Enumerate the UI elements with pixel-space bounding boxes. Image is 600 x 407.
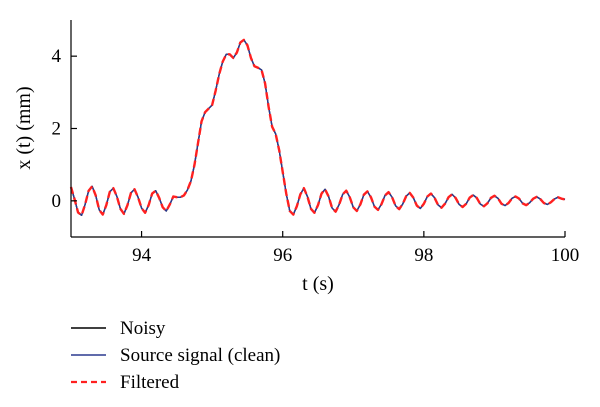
series-line-source-signal-clean [70,39,566,217]
legend: Noisy Source signal (clean) Filtered [71,318,280,393]
legend-label-source-signal: Source signal (clean) [120,345,280,366]
ticks: 94 96 98 100 0 2 4 [52,46,580,266]
x-tick-label: 98 [414,245,433,266]
x-tick-label: 96 [273,245,292,266]
legend-label-filtered: Filtered [120,372,180,393]
x-tick-label: 94 [132,245,152,266]
series-layer [69,38,566,217]
x-axis-label: t (s) [302,273,334,295]
y-tick-label: 0 [52,191,62,212]
series-line-filtered [69,38,566,217]
legend-label-noisy: Noisy [120,318,166,339]
y-tick-label: 4 [52,46,62,67]
y-tick-label: 2 [52,119,62,140]
series-line-noisy [70,39,566,217]
x-tick-label: 100 [551,245,580,266]
y-axis-label: x (t) (mm) [13,86,35,169]
